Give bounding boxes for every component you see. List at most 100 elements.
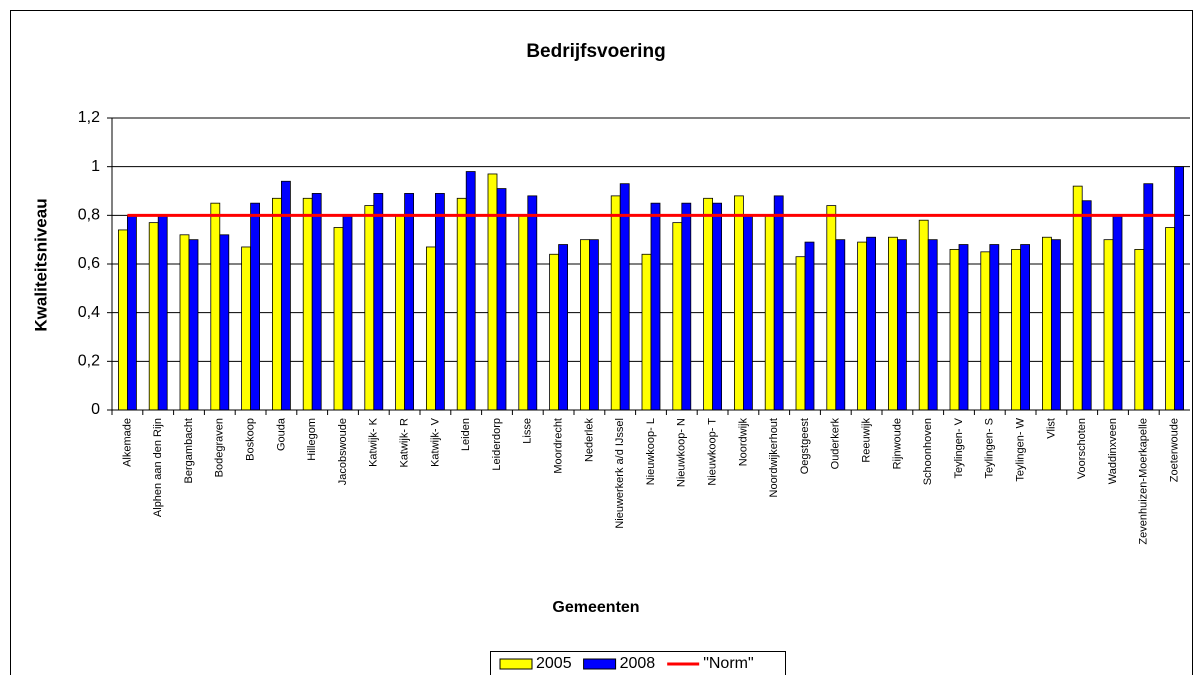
x-tick-label: Bergambacht: [183, 418, 195, 483]
bar: [958, 244, 969, 411]
x-tick-label: Katwijk- V: [429, 417, 441, 467]
bar: [949, 248, 960, 411]
bar: [888, 236, 898, 411]
bar: [496, 188, 507, 411]
x-tick-label: Waddinxveen: [1107, 418, 1119, 484]
x-tick-label: Ouderkerk: [830, 418, 842, 470]
x-tick-label: Reeuwijk: [861, 418, 873, 463]
x-tick-label: Zevenhuizen-Moerkapelle: [1138, 418, 1150, 545]
bar: [188, 239, 199, 411]
bar: [927, 239, 938, 411]
bar: [456, 197, 467, 411]
bar: [179, 234, 190, 411]
bar: [549, 253, 559, 411]
bar: [271, 197, 282, 411]
x-tick-label: Alphen aan den Rijn: [152, 418, 164, 517]
bar: [465, 171, 476, 411]
bar: [672, 222, 683, 411]
bar: [1134, 248, 1145, 411]
legend-label: 2005: [536, 655, 572, 672]
bar: [795, 256, 806, 411]
y-tick-label: 0,8: [78, 207, 100, 224]
bar: [250, 202, 261, 411]
x-tick-label: Schoonhoven: [922, 418, 934, 485]
bar: [1165, 227, 1175, 411]
x-tick-label: Nederlek: [583, 418, 595, 463]
bar: [918, 219, 929, 411]
bar: [527, 195, 538, 411]
y-tick-label: 0,6: [78, 255, 100, 272]
x-tick-label: Vlist: [1045, 418, 1057, 439]
bar: [580, 239, 590, 411]
bar: [311, 193, 322, 411]
bar: [342, 214, 353, 411]
bar: [743, 214, 753, 411]
bar: [518, 214, 529, 411]
x-tick-label: Gouda: [275, 417, 287, 451]
legend-box: [490, 651, 786, 675]
bar: [641, 253, 652, 411]
y-tick-label: 0,4: [78, 304, 100, 321]
bar: [404, 193, 415, 411]
bar: [1042, 236, 1052, 411]
x-tick-label: Nieuwkoop- T: [707, 418, 719, 486]
bar: [712, 202, 722, 411]
x-tick-label: Katwijk- K: [368, 417, 380, 467]
bar: [1143, 183, 1154, 411]
bar: [1011, 248, 1021, 411]
x-tick-label: Teylingen- V: [953, 417, 965, 478]
x-tick-label: Leiderdorp: [491, 418, 503, 471]
bar: [333, 227, 344, 411]
bar: [1051, 239, 1061, 411]
bar: [1112, 214, 1123, 411]
bar: [434, 193, 445, 411]
bar: [302, 197, 313, 411]
x-tick-label: Katwijk- R: [399, 418, 411, 468]
bar: [980, 251, 991, 411]
x-tick-label: Zoeterwoude: [1169, 418, 1181, 482]
x-tick-label: Moordrecht: [553, 418, 565, 474]
bar: [734, 195, 744, 411]
bar: [373, 193, 384, 411]
bar: [681, 202, 692, 411]
x-tick-label: Voorschoten: [1076, 418, 1088, 479]
y-tick-label: 1,2: [78, 109, 100, 126]
bar: [589, 239, 599, 411]
legend-swatch: [499, 658, 533, 670]
bar: [219, 234, 230, 411]
x-tick-label: Nieuwkoop- L: [645, 418, 657, 485]
x-tick-label: Noordwijkerhout: [768, 418, 780, 497]
x-tick-label: Teylingen- W: [1015, 417, 1027, 481]
bar: [1081, 200, 1092, 411]
bar: [210, 202, 221, 411]
bar: [619, 183, 630, 411]
x-tick-label: Nieuwerkerk a/d IJssel: [614, 418, 626, 529]
bar: [558, 244, 568, 411]
x-tick-label: Nieuwkoop- N: [676, 418, 688, 487]
x-tick-label: Bodegraven: [214, 418, 226, 477]
bar: [804, 241, 815, 411]
y-tick-label: 0: [91, 401, 100, 418]
x-tick-label: Oegstgeest: [799, 418, 811, 474]
x-tick-label: Hillegom: [306, 418, 318, 461]
x-tick-label: Lisse: [522, 418, 534, 444]
bar: [157, 214, 168, 411]
bar: [1103, 239, 1114, 411]
bar: [425, 246, 436, 411]
bar: [1020, 244, 1030, 411]
bar: [148, 222, 159, 411]
bar: [866, 236, 876, 411]
bar: [364, 205, 375, 411]
bar: [1174, 166, 1184, 411]
bar: [395, 214, 406, 411]
chart-title: Bedrijfsvoering: [526, 41, 665, 62]
x-axis-title: Gemeenten: [552, 599, 639, 616]
bar: [989, 244, 1000, 411]
y-tick-label: 0,2: [78, 353, 100, 370]
x-tick-label: Noordwijk: [737, 418, 749, 467]
bar: [487, 173, 498, 411]
bar: [241, 246, 252, 411]
legend-label: "Norm": [703, 655, 753, 672]
x-tick-label: Rijnwoude: [891, 418, 903, 469]
x-tick-label: Teylingen- S: [984, 418, 996, 479]
